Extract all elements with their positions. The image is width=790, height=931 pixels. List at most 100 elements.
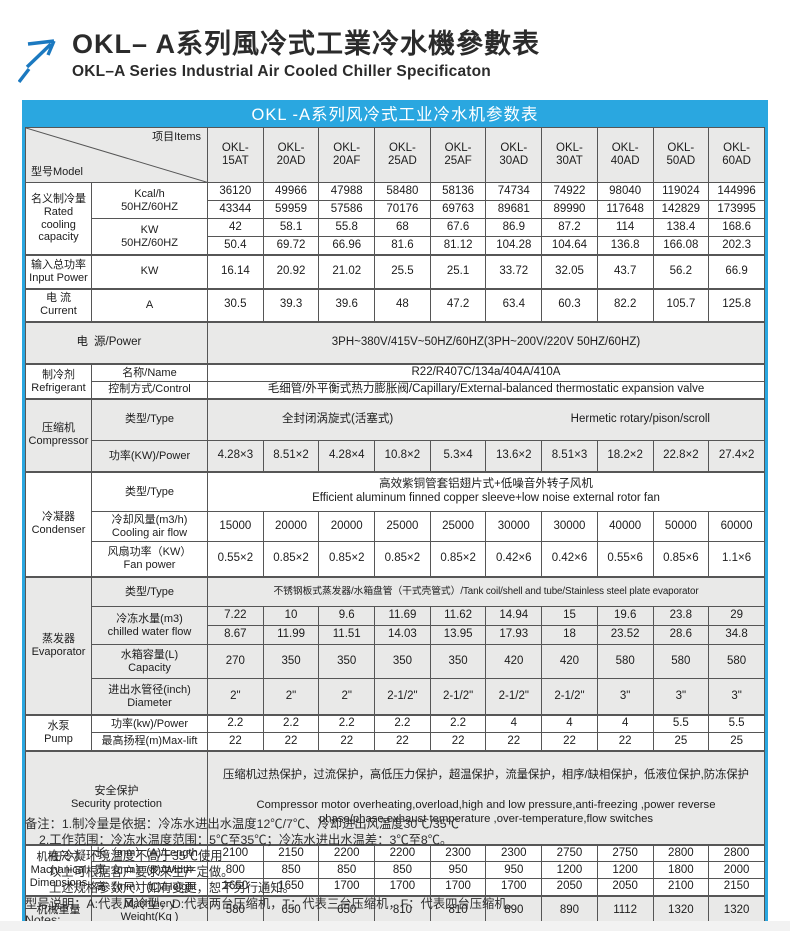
table-cell: 21.02 (318, 253, 376, 290)
evaporator-group-label: 蒸发器 Evaporator (25, 575, 92, 716)
table-cell: 0.55×2 (207, 541, 264, 578)
table-cell: 70176 (374, 200, 431, 220)
table-cell: 350 (429, 644, 487, 680)
table-cell: 1800 (652, 861, 710, 880)
power-supply-label-zh: 电 (76, 336, 89, 349)
corner-items-label: 项目Items (152, 131, 201, 143)
table-cell: 20000 (318, 511, 376, 543)
table-cell: 10 (262, 606, 320, 627)
evaporator-diameter-label: 进出水管径(inch) Diameter (91, 678, 208, 716)
table-cell: 17.93 (485, 625, 543, 646)
weight-unit-label: Machinery Weight(Kg ) (91, 894, 208, 926)
current-label: 电 流 Current (25, 287, 92, 323)
table-cell: 2050 (541, 878, 598, 897)
table-cell: 23.8 (652, 606, 710, 627)
row-refrigerant-control: 控制方式/Control 毛细管/外平衡式热力膨胀阀/Capillary/Ext… (26, 380, 765, 400)
table-cell: 1320 (708, 894, 765, 926)
table-cell: 16.14 (207, 253, 264, 290)
refrigerant-name-value: R22/R407C/134a/404A/410A (207, 363, 765, 383)
table-cell: 19.6 (596, 606, 654, 627)
row-evaporator-water-60: 8.67 11.99 11.51 14.03 13.95 17.93 18 23.52 28.6… (26, 625, 765, 646)
table-cell: 5.5 (652, 713, 710, 734)
table-cell: 98040 (596, 182, 654, 202)
compressor-type-zh: 全封闭涡旋式(活塞式) (282, 413, 394, 426)
table-cell: 14.03 (374, 625, 431, 646)
power-supply-value: 3PH~380V/415V~50HZ/60HZ(3PH~200V/220V 50… (207, 320, 765, 365)
table-cell: 8.67 (207, 625, 264, 646)
table-cell: 58480 (374, 182, 431, 202)
table-cell: 580 (596, 644, 654, 680)
table-cell: 104.28 (485, 236, 543, 256)
table-cell: 68 (374, 218, 431, 238)
compressor-group-label: 压缩机 Compressor (25, 397, 92, 473)
table-cell: 144996 (708, 182, 765, 202)
table-cell: 1.1×6 (708, 541, 765, 578)
table-cell: 2.2 (318, 713, 376, 734)
table-cell: 34.8 (708, 625, 765, 646)
table-cell: 2100 (652, 878, 710, 897)
note-line: 上述规格参数尺寸如有变更，恕不另行通知。 (49, 881, 295, 895)
table-cell: 119024 (652, 182, 710, 202)
table-cell: 117648 (596, 200, 654, 220)
table-cell: 2200 (318, 843, 376, 863)
table-cell: 36120 (207, 182, 264, 202)
spec-table: 项目Items 型号Model OKL- 15AT OKL- 20AD OKL- 2… (25, 126, 765, 926)
note-line: 2.工作范围：冷冻水温度范围：5℃至35℃；冷冻水进出水温差：3℃至8℃。 (39, 833, 453, 847)
table-cell: 25.5 (374, 253, 431, 290)
table-cell: 1112 (596, 894, 654, 926)
row-rated-kw-50: KW 50HZ/60HZ 42 58.1 55.8 68 67.6 86.9 87.2 114… (26, 218, 765, 256)
table-cell: 2" (262, 678, 320, 716)
table-cell: 15 (541, 606, 598, 627)
table-cell: 2-1/2" (429, 678, 487, 716)
table-cell: 890 (541, 894, 598, 926)
table-cell: 2800 (708, 843, 765, 863)
pump-lift-label: 最高扬程(m)Max-lift (91, 732, 208, 752)
table-cell: 11.62 (429, 606, 487, 627)
note-line: 型号说明：A:代表风冷型，D:代表两台压缩机，T：代表三台压缩机，F：代表四台压… (25, 897, 519, 911)
table-cell: 2300 (485, 843, 543, 863)
safety-value: 压缩机过热保护，过流保护，高低压力保护，超温保护，流量保护，相序/缺相保护，低液… (207, 749, 765, 846)
table-cell: 125.8 (708, 287, 765, 323)
row-compressor-type: 压缩机 Compressor 类型/Type 全封闭涡旋式(活塞式) Herme… (25, 397, 765, 473)
table-cell: 11.99 (262, 625, 320, 646)
table-cell: 60000 (708, 511, 765, 543)
table-cell: 3" (652, 678, 710, 716)
pump-group-label: 水泵 Pump (25, 713, 92, 752)
row-condenser-fan: 风扇功率（KW） Fan power 0.55×2 0.85×2 0.85×2 0.8… (26, 541, 765, 578)
note-line: 以上可根据客户要求来生产定做。 (49, 865, 234, 879)
compressor-type-label: 类型/Type (91, 397, 208, 442)
table-cell: 43.7 (596, 253, 654, 290)
table-cell: 2750 (541, 843, 598, 863)
table-cell: 22 (207, 732, 264, 752)
table-cell: 23.52 (596, 625, 654, 646)
table-cell: 32.05 (541, 253, 598, 290)
table-cell: 4.28×3 (207, 440, 264, 473)
note-line: 备注：1.制冷量是依据：冷冻水进出水温度12℃/7℃、冷却进出风温度30℃/35… (25, 817, 459, 831)
table-cell: 58136 (429, 182, 487, 202)
row-power-supply: 电 源/Power 3PH~380V/415V~50HZ/60HZ(3PH~20… (25, 320, 765, 365)
table-cell: 66.96 (318, 236, 376, 256)
table-cell: 950 (485, 861, 543, 880)
table-cell: 7.22 (207, 606, 264, 627)
arrow-logo-icon (18, 39, 56, 84)
table-cell: 2300 (429, 843, 487, 863)
table-cell: 0.85×2 (318, 541, 376, 578)
table-cell: 30.5 (207, 287, 264, 323)
table-cell: 2.2 (207, 713, 264, 734)
table-cell: 13.6×2 (485, 440, 543, 473)
table-cell: 22 (429, 732, 487, 752)
table-cell: 2" (318, 678, 376, 716)
table-cell: 25.1 (429, 253, 487, 290)
table-cell: 350 (262, 644, 320, 680)
table-cell: 55.8 (318, 218, 376, 238)
row-pump-lift: 最高扬程(m)Max-lift 22 22 22 22 22 22 22 22 25 25 (26, 732, 765, 752)
table-cell: OKL- 20AF (318, 126, 376, 184)
table-cell: 50.4 (207, 236, 264, 256)
table-cell: 50000 (652, 511, 710, 543)
table-cell: 3" (708, 678, 765, 716)
table-cell: 10.8×2 (374, 440, 431, 473)
table-cell: 11.69 (374, 606, 431, 627)
table-cell: 25000 (374, 511, 431, 543)
evaporator-type-label: 类型/Type (91, 575, 208, 608)
table-cell: 28.6 (652, 625, 710, 646)
